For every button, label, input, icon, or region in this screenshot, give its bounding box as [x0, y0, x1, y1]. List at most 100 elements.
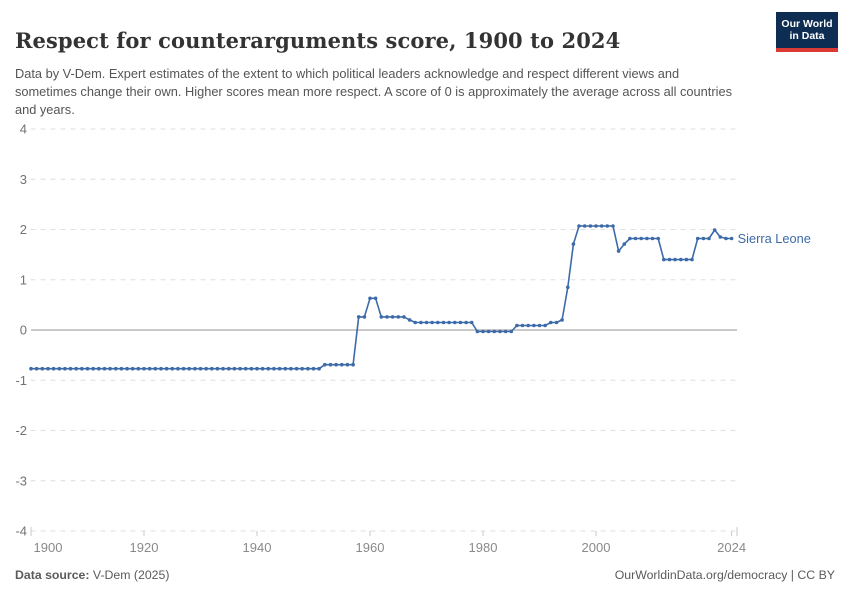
data-point[interactable]: [294, 366, 299, 371]
data-point[interactable]: [334, 362, 338, 367]
data-point[interactable]: [543, 323, 547, 328]
credit-url-link[interactable]: OurWorldinData.org/democracy: [614, 568, 788, 582]
data-point[interactable]: [34, 366, 39, 371]
data-point[interactable]: [74, 366, 78, 371]
data-point[interactable]: [227, 366, 231, 371]
data-point[interactable]: [679, 257, 683, 262]
data-point[interactable]: [328, 362, 333, 367]
data-point[interactable]: [193, 366, 197, 371]
data-point[interactable]: [351, 362, 355, 367]
data-point[interactable]: [385, 315, 389, 319]
data-point[interactable]: [515, 323, 519, 328]
data-point[interactable]: [136, 366, 141, 371]
data-point[interactable]: [277, 366, 282, 371]
data-point[interactable]: [396, 315, 401, 319]
data-point[interactable]: [210, 366, 214, 371]
data-point[interactable]: [413, 320, 418, 325]
data-point[interactable]: [469, 320, 474, 325]
data-point[interactable]: [712, 228, 717, 232]
data-point[interactable]: [63, 366, 67, 371]
data-point[interactable]: [475, 329, 480, 334]
data-point[interactable]: [582, 224, 587, 228]
data-point[interactable]: [537, 323, 542, 328]
data-point[interactable]: [554, 320, 559, 325]
data-point[interactable]: [616, 249, 621, 253]
data-point[interactable]: [656, 236, 660, 241]
data-point[interactable]: [260, 366, 265, 371]
data-point[interactable]: [402, 315, 406, 319]
data-point[interactable]: [724, 236, 728, 241]
data-point[interactable]: [628, 236, 632, 241]
data-point[interactable]: [453, 320, 457, 325]
data-point[interactable]: [340, 362, 344, 367]
data-point[interactable]: [458, 320, 463, 325]
data-point[interactable]: [57, 366, 62, 371]
data-point[interactable]: [571, 242, 576, 246]
data-point[interactable]: [481, 329, 485, 334]
data-point[interactable]: [142, 366, 146, 371]
data-point[interactable]: [662, 257, 666, 262]
owid-logo[interactable]: Our World in Data: [776, 12, 838, 52]
data-point[interactable]: [424, 320, 429, 325]
data-point[interactable]: [509, 329, 514, 334]
data-point[interactable]: [147, 366, 152, 371]
data-point[interactable]: [611, 224, 615, 228]
data-point[interactable]: [498, 329, 502, 334]
data-point[interactable]: [695, 236, 700, 241]
data-point[interactable]: [368, 296, 372, 301]
data-point[interactable]: [447, 320, 451, 325]
data-point[interactable]: [430, 320, 434, 325]
data-point[interactable]: [729, 236, 734, 241]
data-point[interactable]: [599, 224, 604, 228]
data-point[interactable]: [311, 366, 316, 371]
data-point[interactable]: [673, 257, 677, 262]
data-point[interactable]: [532, 323, 536, 328]
data-point[interactable]: [577, 224, 581, 228]
data-point[interactable]: [300, 366, 305, 371]
data-point[interactable]: [690, 257, 694, 262]
data-point[interactable]: [164, 366, 169, 371]
data-point[interactable]: [317, 366, 321, 371]
data-point[interactable]: [97, 366, 101, 371]
data-point[interactable]: [215, 366, 220, 371]
data-point[interactable]: [407, 318, 412, 322]
data-point[interactable]: [356, 315, 361, 319]
data-point[interactable]: [153, 366, 158, 371]
data-point[interactable]: [51, 366, 56, 371]
data-point[interactable]: [243, 366, 248, 371]
data-point[interactable]: [40, 366, 45, 371]
data-point[interactable]: [639, 236, 643, 241]
data-series-line[interactable]: [30, 225, 733, 370]
data-point[interactable]: [486, 329, 491, 334]
data-point[interactable]: [419, 320, 423, 325]
data-point[interactable]: [170, 366, 175, 371]
data-point[interactable]: [176, 366, 180, 371]
data-point[interactable]: [46, 366, 50, 371]
data-point[interactable]: [238, 366, 242, 371]
data-point[interactable]: [464, 320, 468, 325]
data-point[interactable]: [119, 366, 124, 371]
data-point[interactable]: [373, 296, 378, 301]
data-point[interactable]: [85, 366, 90, 371]
data-point[interactable]: [187, 366, 191, 371]
data-point[interactable]: [198, 366, 203, 371]
data-point[interactable]: [181, 366, 186, 371]
data-point[interactable]: [605, 224, 610, 228]
data-point[interactable]: [323, 362, 327, 367]
data-point[interactable]: [718, 235, 723, 239]
data-point[interactable]: [566, 285, 570, 290]
data-point[interactable]: [707, 236, 711, 241]
data-point[interactable]: [232, 366, 237, 371]
data-point[interactable]: [130, 366, 135, 371]
data-point[interactable]: [560, 318, 564, 322]
data-point[interactable]: [108, 366, 112, 371]
data-point[interactable]: [492, 329, 497, 334]
data-point[interactable]: [594, 224, 598, 228]
data-point[interactable]: [622, 242, 627, 246]
data-point[interactable]: [159, 366, 163, 371]
data-point[interactable]: [520, 323, 525, 328]
data-point[interactable]: [645, 236, 649, 241]
data-point[interactable]: [80, 366, 84, 371]
data-point[interactable]: [289, 366, 293, 371]
